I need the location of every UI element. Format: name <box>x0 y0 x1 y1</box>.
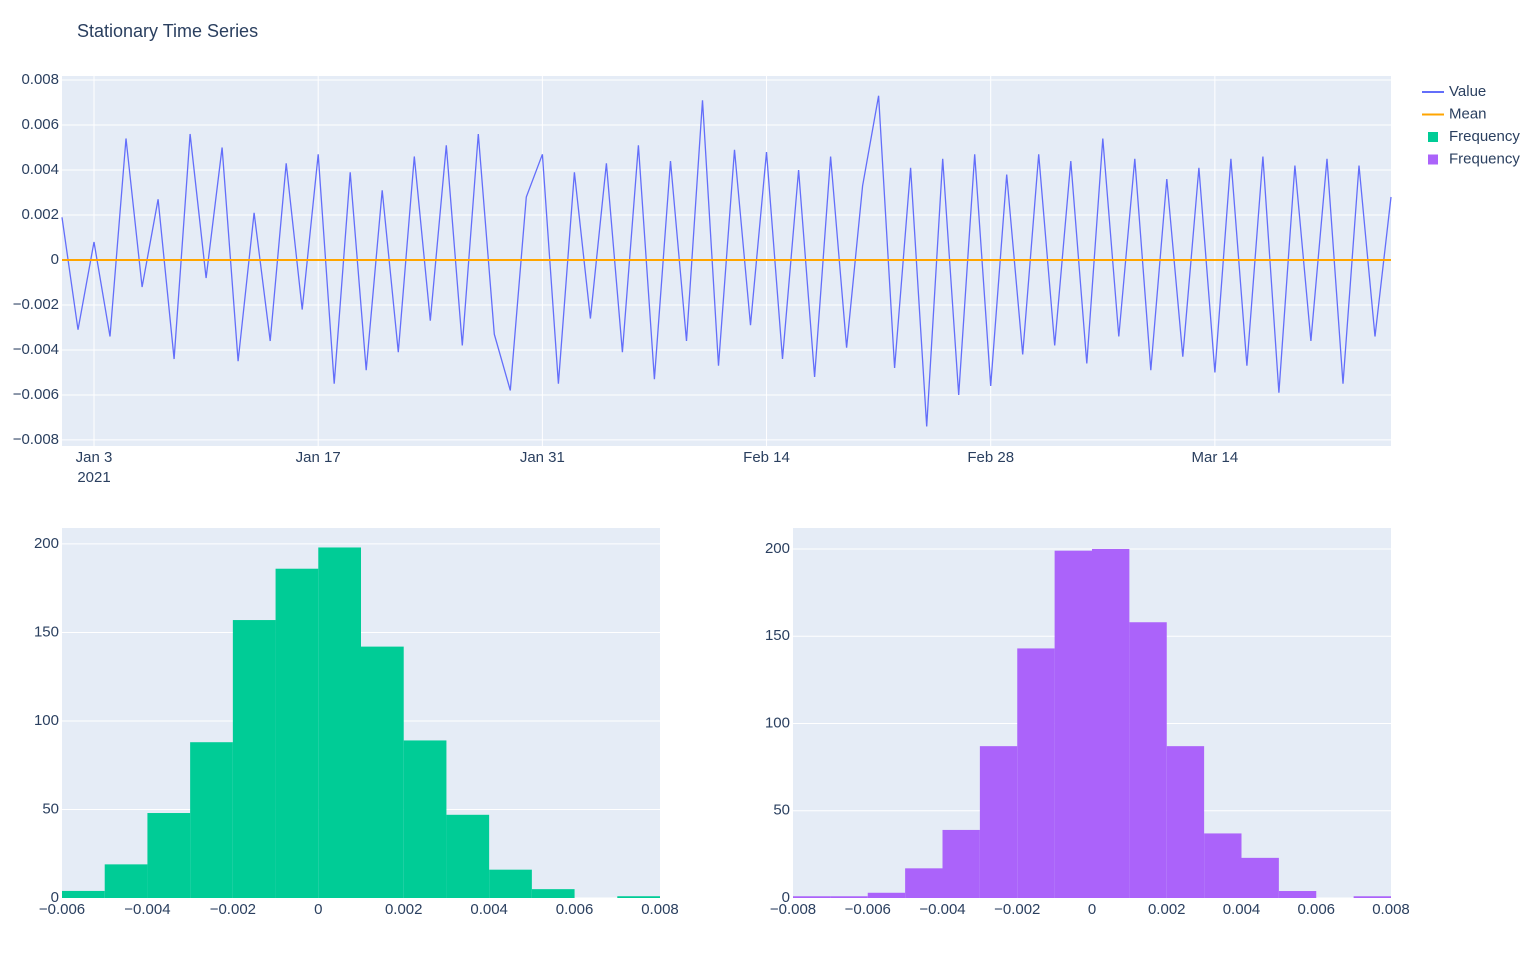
y-tick-label: −0.008 <box>13 431 59 448</box>
histogram-bar <box>1166 746 1205 898</box>
legend-label: Value <box>1449 83 1486 100</box>
y-tick-label: 0 <box>51 251 59 268</box>
histogram-bar <box>1129 622 1167 898</box>
x-tick-label: Feb 28 <box>967 449 1014 466</box>
histogram-bar <box>1017 648 1055 898</box>
y-tick-label: 100 <box>34 712 59 729</box>
legend-swatch <box>1428 132 1438 142</box>
histogram-bar <box>793 896 831 898</box>
x-tick-label: −0.004 <box>124 901 170 918</box>
x-tick-label: Jan 31 <box>520 449 565 466</box>
line-series <box>61 95 1392 427</box>
histogram-bar <box>1278 891 1317 898</box>
legend-swatch <box>1428 154 1438 165</box>
x-tick-label: 0.008 <box>641 901 679 918</box>
x-tick-label: Mar 14 <box>1192 449 1239 466</box>
histogram-bar <box>1241 857 1279 898</box>
x-tick-label: 0.002 <box>385 901 423 918</box>
histogram-bar <box>403 740 447 898</box>
histogram-bar <box>318 547 361 898</box>
x-tick-label: 0.006 <box>1297 901 1335 918</box>
x-tick-label: Feb 14 <box>743 449 790 466</box>
y-tick-label: 100 <box>765 714 790 731</box>
y-tick-label: 150 <box>765 627 790 644</box>
y-tick-label: 0.002 <box>21 206 59 223</box>
legend-label: Frequency <box>1449 128 1520 145</box>
x-tick-label: 0 <box>314 901 322 918</box>
histogram-bar <box>1054 550 1092 898</box>
y-tick-label: −0.004 <box>13 341 59 358</box>
x-tick-label: −0.002 <box>210 901 256 918</box>
x-tick-label: 0.004 <box>470 901 508 918</box>
y-tick-label: 0.008 <box>21 71 59 88</box>
x-year-label: 2021 <box>77 469 110 486</box>
y-tick-label: −0.002 <box>13 296 59 313</box>
x-tick-label: −0.008 <box>770 901 816 918</box>
y-tick-label: −0.006 <box>13 386 59 403</box>
y-tick-label: 0 <box>782 889 790 906</box>
histogram-bar <box>275 568 319 898</box>
histogram-bar <box>1353 896 1391 898</box>
histogram-bar <box>942 829 980 898</box>
histogram-bar <box>979 746 1018 898</box>
x-tick-label: 0.002 <box>1148 901 1186 918</box>
y-tick-label: 200 <box>765 540 790 557</box>
y-tick-label: 150 <box>34 623 59 640</box>
histogram-bar <box>617 896 660 898</box>
y-tick-label: 50 <box>42 800 59 817</box>
histogram-bar <box>232 620 276 898</box>
legend-label: Frequency <box>1449 150 1520 167</box>
histogram-bar <box>104 864 148 898</box>
histogram-bar <box>62 890 105 898</box>
chart-title: Stationary Time Series <box>77 21 258 41</box>
histogram-bar <box>1204 833 1242 898</box>
histogram-bar <box>905 868 943 898</box>
x-tick-label: 0.008 <box>1372 901 1410 918</box>
histogram-bar <box>190 742 233 898</box>
histogram-bar <box>867 892 906 898</box>
x-tick-label: −0.004 <box>919 901 965 918</box>
histogram-bar <box>446 814 490 898</box>
histogram-bar <box>361 646 404 898</box>
x-tick-label: 0.006 <box>556 901 594 918</box>
histogram-bar <box>489 869 532 898</box>
y-tick-label: 0 <box>51 889 59 906</box>
x-tick-label: −0.002 <box>994 901 1040 918</box>
y-tick-label: 50 <box>773 802 790 819</box>
x-tick-label: −0.006 <box>845 901 891 918</box>
legend-label: Mean <box>1449 105 1487 122</box>
y-tick-label: 0.004 <box>21 161 59 178</box>
histogram-bar <box>531 889 575 898</box>
x-tick-label: 0.004 <box>1223 901 1261 918</box>
x-tick-label: Jan 17 <box>296 449 341 466</box>
x-tick-label: −0.006 <box>39 901 85 918</box>
x-tick-label: 0 <box>1088 901 1096 918</box>
histogram-bar <box>1092 548 1130 898</box>
histogram-bar <box>830 896 868 898</box>
y-tick-label: 0.006 <box>21 116 59 133</box>
histogram-bar <box>147 813 191 898</box>
y-tick-label: 200 <box>34 535 59 552</box>
x-tick-label: Jan 3 <box>76 449 113 466</box>
